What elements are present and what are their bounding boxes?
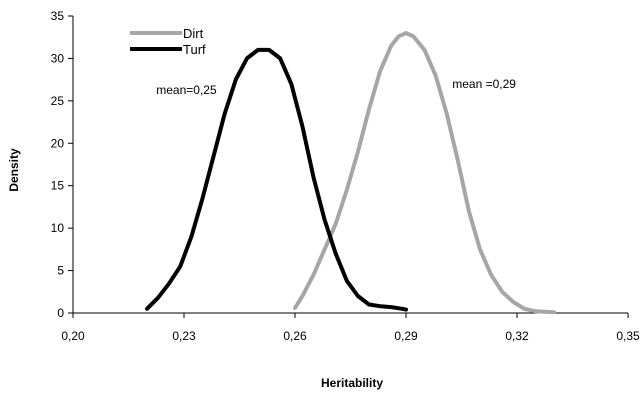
x-tick-label: 0,23: [172, 329, 196, 343]
series-layer: [145, 31, 556, 315]
legend: Dirt Turf: [130, 26, 206, 57]
y-axis-ticks: 0 5 10 15 20 25 30 35: [51, 9, 73, 320]
y-tick-label: 0: [57, 306, 64, 320]
y-tick-label: 35: [51, 9, 65, 23]
x-tick-label: 0,35: [616, 329, 640, 343]
y-tick-label: 30: [51, 51, 65, 65]
y-axis-title: Density: [7, 148, 21, 192]
x-tick-label: 0,26: [283, 329, 307, 343]
mean-annotation: mean=0,25: [156, 83, 217, 97]
series-line-turf: [145, 47, 408, 312]
x-tick-label: 0,29: [394, 329, 418, 343]
series-line-dirt: [293, 31, 556, 315]
y-tick-label: 10: [51, 221, 65, 235]
y-tick-label: 25: [51, 94, 65, 108]
legend-label-turf: Turf: [183, 42, 206, 57]
y-tick-label: 15: [51, 179, 65, 193]
x-axis-ticks: 0,20 0,23 0,26 0,29 0,32 0,35: [61, 313, 640, 343]
mean-annotation: mean =0,29: [452, 77, 516, 91]
x-tick-label: 0,20: [61, 329, 85, 343]
legend-label-dirt: Dirt: [183, 26, 204, 41]
annotation-layer: mean=0,25 mean =0,29: [156, 77, 516, 97]
y-tick-label: 5: [57, 264, 64, 278]
y-tick-label: 20: [51, 136, 65, 150]
x-axis-title: Heritability: [321, 376, 383, 390]
x-tick-label: 0,32: [505, 329, 529, 343]
